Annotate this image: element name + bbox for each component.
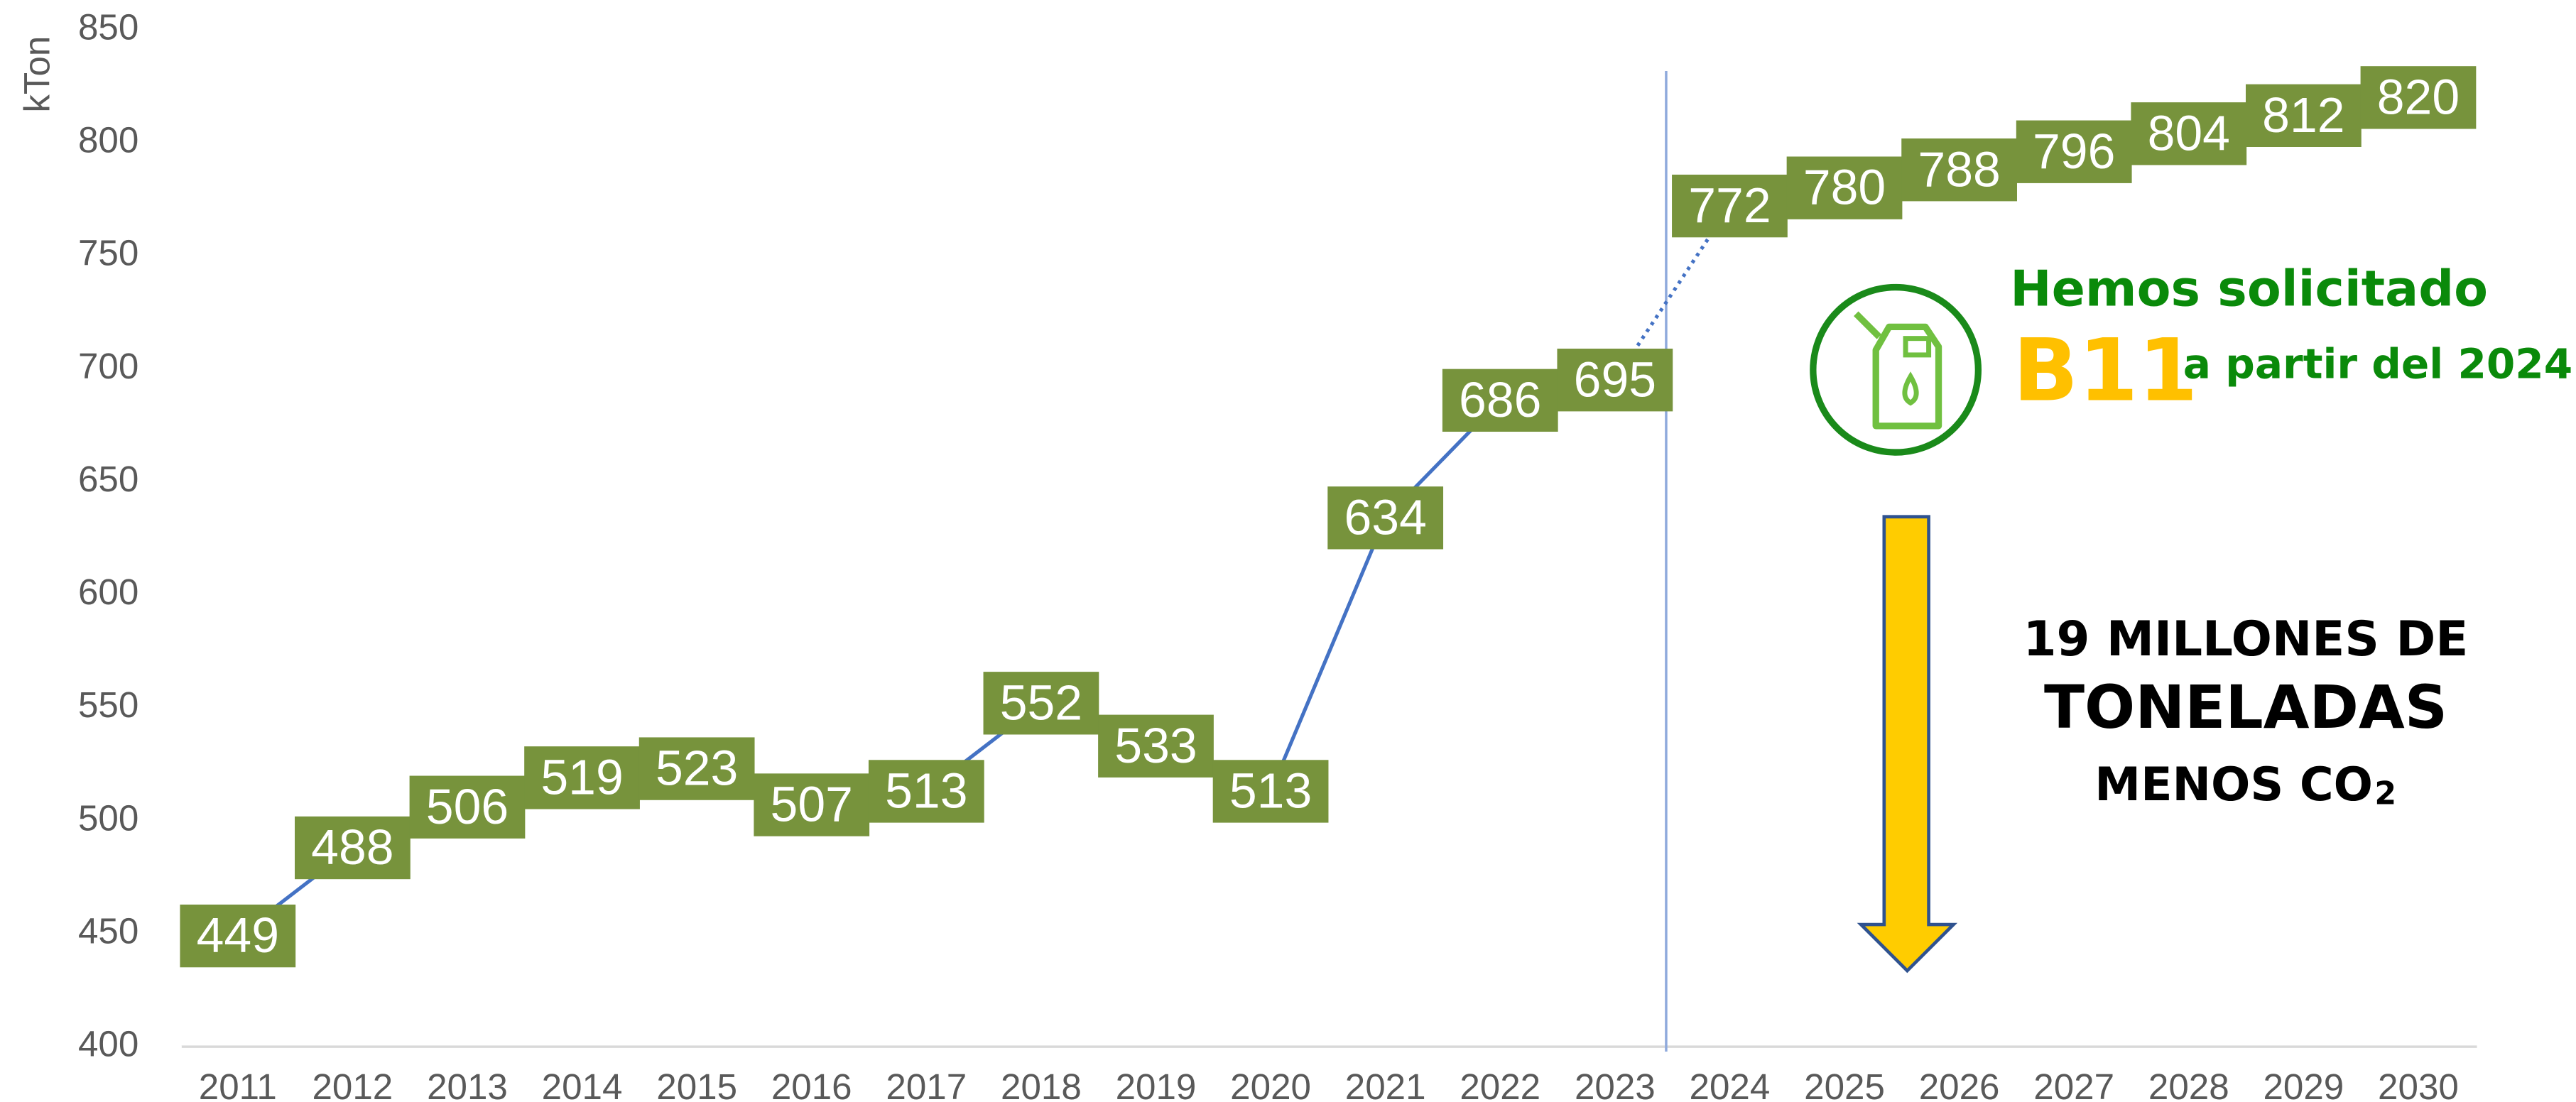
- y-tick-label: 750: [78, 233, 138, 273]
- y-tick-label: 500: [78, 797, 138, 838]
- x-tick-label: 2025: [1804, 1066, 1885, 1102]
- y-tick-label: 600: [78, 572, 138, 612]
- x-tick-label: 2018: [1001, 1066, 1082, 1102]
- data-label-box: [1557, 349, 1673, 412]
- x-tick-label: 2012: [312, 1066, 393, 1102]
- y-tick-label: 650: [78, 459, 138, 499]
- x-tick-label: 2013: [427, 1066, 508, 1102]
- data-label-box: [2360, 66, 2477, 129]
- reduction-arrow: [1857, 515, 1958, 973]
- data-label: 552: [1000, 675, 1082, 730]
- x-tick-label: 2028: [2148, 1066, 2229, 1102]
- data-label: 523: [656, 741, 738, 796]
- annotation: 2: [2374, 776, 2396, 812]
- x-tick-label: 2024: [1690, 1066, 1771, 1102]
- y-tick-label: 850: [78, 6, 138, 47]
- x-tick-label: 2029: [2263, 1066, 2344, 1102]
- data-label-box: [1672, 174, 1788, 238]
- data-label: 820: [2377, 69, 2460, 124]
- annotation: Hemos solicitado: [2010, 261, 2488, 318]
- data-label-box: [180, 904, 296, 968]
- data-label-box: [1212, 760, 1329, 823]
- fuel-icon: [1810, 283, 1982, 456]
- data-label: 519: [540, 749, 623, 804]
- y-tick-label: 550: [78, 684, 138, 725]
- data-label: 533: [1114, 718, 1197, 773]
- data-label: 780: [1803, 160, 1886, 215]
- x-tick-label: 2022: [1460, 1066, 1540, 1102]
- annotation: TONELADAS: [2044, 672, 2447, 742]
- y-tick-label: 450: [78, 910, 138, 951]
- data-label-box: [1786, 156, 1903, 219]
- data-label-box: [754, 773, 870, 836]
- data-label: 513: [885, 763, 967, 819]
- data-label: 772: [1688, 178, 1771, 233]
- plot: 400 450 500 550 600 650 700 750 800 850 2011 2012 20…: [78, 6, 2477, 1102]
- data-label-box: [2246, 84, 2362, 147]
- x-tick-label: 2026: [1919, 1066, 2000, 1102]
- x-tick-label: 2027: [2033, 1066, 2114, 1102]
- data-label-box: [1098, 714, 1214, 778]
- y-axis-label: kTon: [16, 36, 57, 113]
- y-tick-label: 400: [78, 1024, 138, 1064]
- x-tick-label: 2020: [1230, 1066, 1311, 1102]
- x-tick-label: 2021: [1345, 1066, 1426, 1102]
- x-tick-label: 2023: [1575, 1066, 1656, 1102]
- y-tick-label: 700: [78, 346, 138, 386]
- x-tick-label: 2017: [886, 1066, 967, 1102]
- data-label-box: [1327, 486, 1444, 550]
- data-label-box: [1442, 369, 1558, 432]
- data-label-box: [1901, 138, 2017, 202]
- data-label-box: [638, 737, 755, 800]
- data-label: 506: [426, 779, 509, 834]
- data-line: [237, 378, 1616, 938]
- data-label: 695: [1574, 351, 1656, 407]
- x-tick-label: 2015: [656, 1066, 737, 1102]
- data-label: 449: [197, 907, 279, 963]
- data-label-box: [2131, 102, 2247, 165]
- data-label: 507: [771, 777, 853, 832]
- data-label-box: [524, 746, 640, 809]
- data-label: 804: [2148, 105, 2230, 160]
- data-label: 634: [1344, 489, 1426, 545]
- data-label: 513: [1229, 763, 1312, 819]
- data-label-box: [409, 775, 526, 839]
- x-tick-label: 2019: [1116, 1066, 1197, 1102]
- data-label-box: [295, 816, 411, 880]
- data-label: 488: [311, 819, 393, 875]
- data-label: 788: [1918, 141, 2000, 197]
- annotation: MENOS CO: [2094, 758, 2373, 812]
- data-label-box: [868, 760, 984, 823]
- data-label: 796: [2033, 124, 2115, 179]
- data-label-box: [983, 672, 1099, 735]
- annotation: a partir del 2024: [2183, 339, 2572, 388]
- data-label: 812: [2262, 87, 2344, 143]
- data-label-box: [2016, 120, 2132, 183]
- x-tick-label: 2030: [2378, 1066, 2459, 1102]
- x-tick-label: 2014: [542, 1066, 623, 1102]
- data-label: 686: [1459, 372, 1541, 427]
- annotation: 19 MILLONES DE: [2023, 611, 2469, 667]
- annotation: B11: [2013, 320, 2197, 420]
- y-tick-label: 800: [78, 120, 138, 160]
- x-tick-label: 2011: [199, 1066, 277, 1102]
- x-tick-label: 2016: [771, 1066, 852, 1102]
